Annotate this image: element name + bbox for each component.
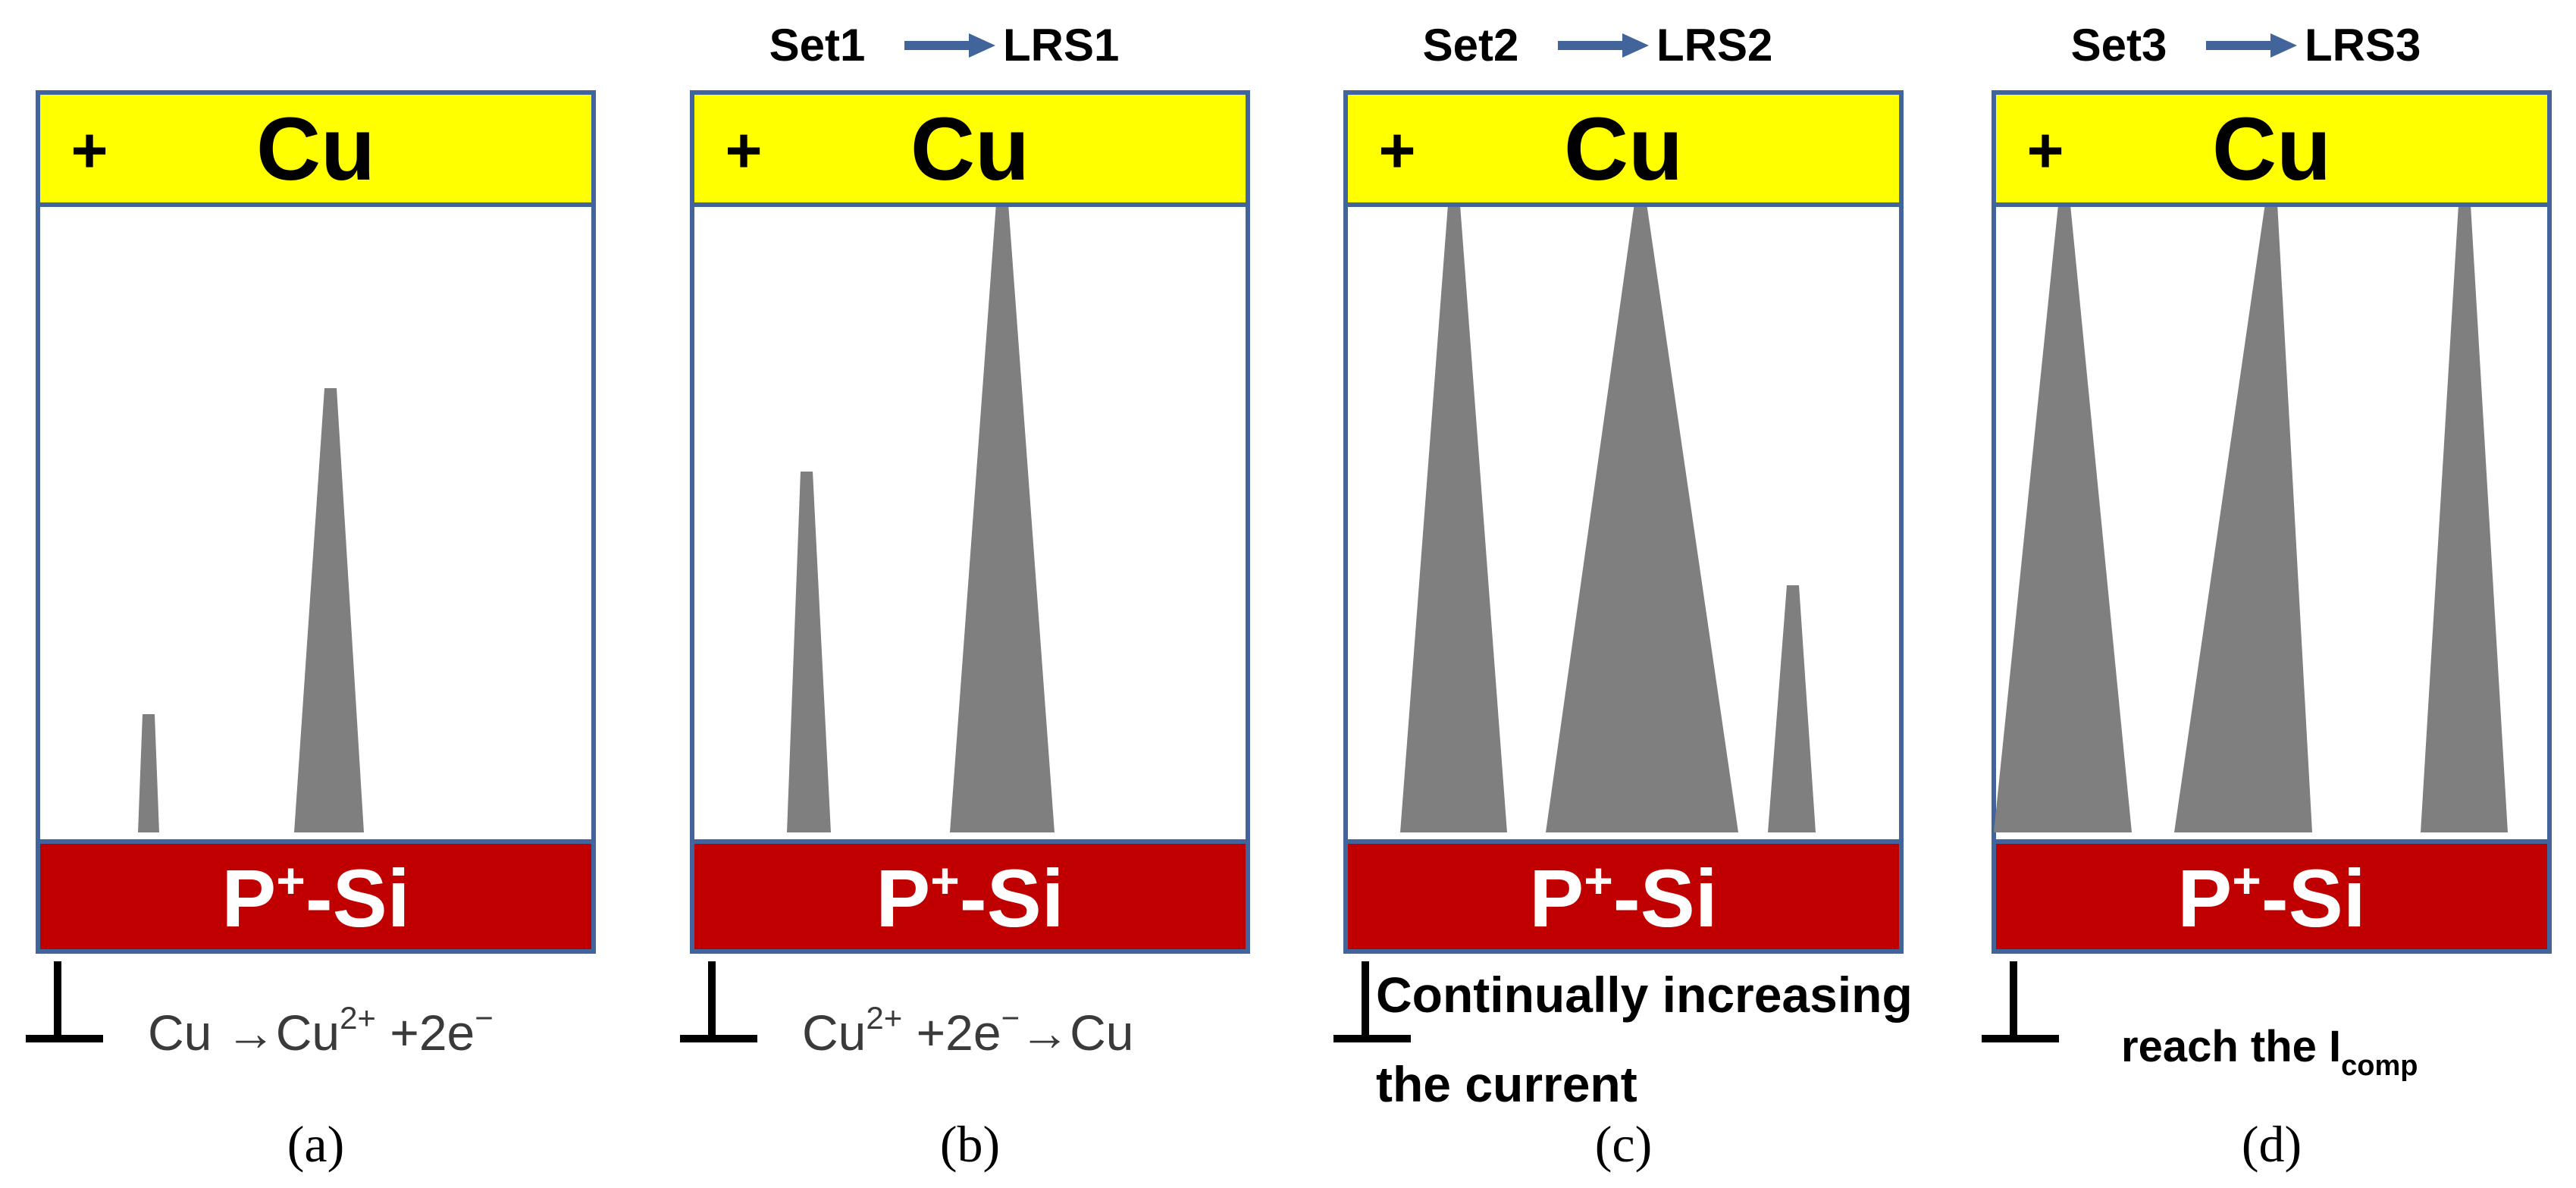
positive-terminal-label: + <box>71 114 108 186</box>
cu-electrode-label: Cu <box>256 99 375 199</box>
psi-bottom-electrode <box>36 839 596 954</box>
cu-filament <box>1400 205 1507 832</box>
set-label: Set1 <box>769 20 866 71</box>
cu-filament <box>1768 585 1816 832</box>
psi-electrode-label: P+-Si <box>876 852 1064 944</box>
positive-terminal-label: + <box>2026 114 2064 186</box>
annotation-line: the current <box>1376 1056 1637 1112</box>
panel-b: + Cu P+-Si Set1 LRS1 Cu2+ +2e−→Cu (b) <box>680 20 1250 1173</box>
cu-filament <box>2174 203 2312 832</box>
cu-top-electrode <box>36 90 596 207</box>
cu-electrode-label: Cu <box>2212 99 2331 199</box>
cu-top-electrode <box>1343 90 1904 207</box>
set-label: Set3 <box>2071 20 2167 71</box>
cu-filament <box>1994 205 2132 832</box>
reaction-equation: Cu →Cu2+ +2e− <box>148 1000 494 1061</box>
cu-top-electrode <box>690 90 1250 207</box>
cu-filament <box>787 472 831 832</box>
panel-caption: (c) <box>1595 1115 1652 1173</box>
lrs-label: LRS2 <box>1656 20 1772 71</box>
cu-electrode-label: Cu <box>910 99 1029 199</box>
cu-filament <box>2421 205 2508 832</box>
cu-filament <box>138 714 159 832</box>
psi-electrode-label: P+-Si <box>221 852 410 944</box>
panel-caption: (d) <box>2242 1115 2302 1173</box>
panel-a: + Cu P+-Si Cu →Cu2+ +2e− (a) <box>26 90 596 1173</box>
positive-terminal-label: + <box>1378 114 1415 186</box>
psi-bottom-electrode <box>1343 839 1904 954</box>
psi-bottom-electrode <box>1992 839 2552 954</box>
annotation-line: reach the Icomp <box>2121 1022 2418 1082</box>
panel-d: + Cu P+-Si Set3 LRS3 reach the Icomp (d) <box>1982 20 2552 1173</box>
transition-arrow-head <box>2270 33 2297 58</box>
reaction-equation: Cu2+ +2e−→Cu <box>802 1000 1133 1061</box>
cu-filament <box>1546 203 1738 832</box>
psi-electrode-label: P+-Si <box>2177 852 2366 944</box>
transition-arrow-head <box>1622 33 1649 58</box>
cu-electrode-label: Cu <box>1564 99 1683 199</box>
positive-terminal-label: + <box>725 114 762 186</box>
transition-arrow-head <box>969 33 995 58</box>
panel-caption: (a) <box>287 1115 344 1173</box>
cu-filament <box>950 203 1055 832</box>
psi-bottom-electrode <box>690 839 1250 954</box>
annotation-line: Continually increasing <box>1376 967 1913 1023</box>
panel-c: + Cu P+-Si Set2 LRS2 Continually increasing th… <box>1333 20 1913 1173</box>
cu-filament <box>294 388 364 832</box>
panel-caption: (b) <box>940 1115 1000 1173</box>
lrs-label: LRS1 <box>1003 20 1119 71</box>
cu-top-electrode <box>1992 90 2552 207</box>
set-label: Set2 <box>1423 20 1519 71</box>
psi-electrode-label: P+-Si <box>1529 852 1718 944</box>
lrs-label: LRS3 <box>2305 20 2421 71</box>
